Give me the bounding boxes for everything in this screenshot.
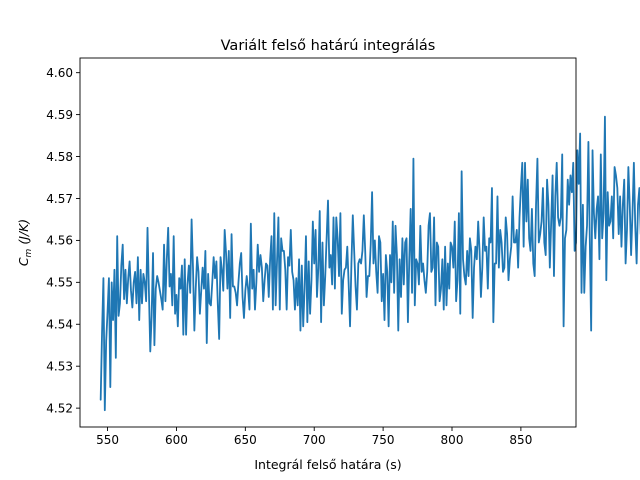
x-tick-label: 600 xyxy=(165,433,188,447)
y-tick-label: 4.57 xyxy=(46,192,73,206)
series-line xyxy=(99,115,640,412)
y-axis-label: Cm (J/K) xyxy=(16,219,34,266)
y-tick-label: 4.60 xyxy=(46,66,73,80)
y-tick-label: 4.58 xyxy=(46,150,73,164)
y-axis-label-symbol: C xyxy=(16,257,31,266)
axes-frame xyxy=(79,57,577,428)
x-tick-label: 850 xyxy=(509,433,532,447)
y-tick-label: 4.55 xyxy=(46,276,73,290)
y-axis-label-unit: (J/K) xyxy=(16,219,31,249)
y-axis-label-subscript: m xyxy=(24,248,34,257)
y-tick-label: 4.59 xyxy=(46,108,73,122)
x-tick-label: 800 xyxy=(441,433,464,447)
x-tick-label: 700 xyxy=(303,433,326,447)
x-tick-label: 650 xyxy=(234,433,257,447)
x-tick-label: 750 xyxy=(372,433,395,447)
x-axis: 550 600 650 700 750 800 850 xyxy=(96,427,532,447)
y-tick-label: 4.54 xyxy=(46,318,73,332)
chart-title: Variált felső határú integrálás xyxy=(221,38,436,54)
x-axis-label: Integrál felső határa (s) xyxy=(254,457,401,472)
y-tick-label: 4.56 xyxy=(46,234,73,248)
y-axis: 4.52 4.53 4.54 4.55 4.56 4.57 4.58 4.59 4.60 xyxy=(46,66,80,415)
x-tick-label: 550 xyxy=(96,433,119,447)
y-tick-label: 4.52 xyxy=(46,401,73,415)
y-tick-label: 4.53 xyxy=(46,359,73,373)
plot-area xyxy=(99,115,640,412)
